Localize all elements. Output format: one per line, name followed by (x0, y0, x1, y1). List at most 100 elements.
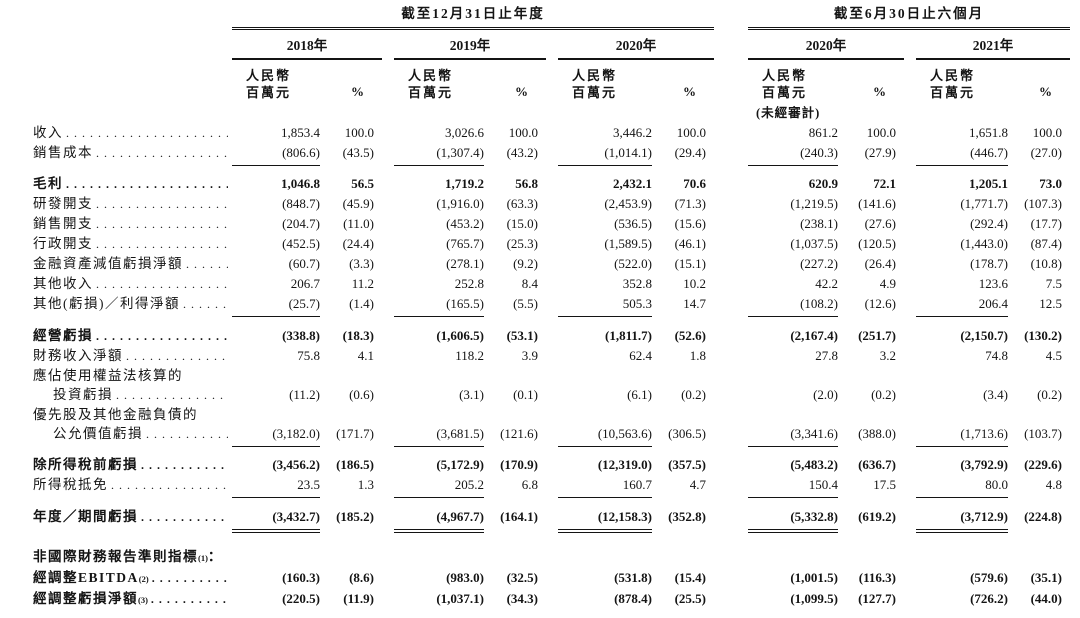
column-spacer (382, 568, 394, 589)
pct-value-cell: (9.2) (513, 256, 538, 271)
column-spacer (904, 589, 916, 610)
pct-value-cell: 100.0 (508, 125, 538, 140)
column-spacer (904, 234, 916, 254)
pct-value-cell: (3.3) (349, 256, 374, 271)
row-label: 研發開支 (0, 194, 232, 214)
pct-value-cell: (103.7) (1024, 426, 1063, 441)
amount-value-cell: 23.5 (232, 475, 320, 498)
column-spacer (904, 123, 916, 143)
row-label: 其他收入 (0, 274, 232, 294)
pct-value-cell: 3.2 (879, 348, 896, 363)
column-spacer (546, 294, 558, 317)
unaudited-note: (未經審計) (756, 106, 821, 120)
pct-value-cell (652, 531, 714, 568)
unit-pct-label: % (873, 84, 886, 99)
pct-value-cell: (5.5) (513, 296, 538, 311)
amount-value-cell (916, 366, 1008, 385)
row-label: 行政開支 (0, 234, 232, 254)
pct-value-cell (320, 531, 382, 568)
pct-value-cell: (15.1) (674, 256, 706, 271)
column-spacer (546, 143, 558, 166)
column-spacer (546, 254, 558, 274)
pct-value-cell: 4.9 (879, 276, 896, 291)
amount-value-cell: (1,037.1) (436, 591, 484, 606)
pct-value-cell (652, 405, 714, 424)
pct-value-cell (1008, 405, 1070, 424)
amount-value-cell: (10,563.6) (558, 424, 652, 447)
row-label: 經調整虧損淨額 (3) (0, 589, 232, 610)
pct-value-cell: (24.4) (342, 236, 374, 251)
amount-value-cell: (3,792.9) (960, 457, 1008, 472)
pct-value-cell: (229.6) (1024, 457, 1063, 472)
column-spacer (714, 194, 748, 214)
column-spacer (382, 166, 394, 195)
column-spacer (546, 214, 558, 234)
amount-value-cell: 1,205.1 (969, 176, 1008, 191)
column-spacer (382, 385, 394, 405)
column-spacer (904, 568, 916, 589)
amount-value-cell: (2.0) (813, 387, 838, 402)
table-row: 應佔使用權益法核算的 (0, 366, 1070, 385)
column-spacer (546, 234, 558, 254)
pct-value-cell: 7.5 (1045, 276, 1063, 291)
column-spacer (546, 568, 558, 589)
amount-value-cell: 1,719.2 (445, 176, 484, 191)
column-spacer (714, 317, 748, 347)
pct-value-cell: (43.5) (342, 145, 374, 160)
table-row: 其他收入 206.7 11.2 252.8 8.4 352.8 10.2 42.2 4.9 123… (0, 274, 1070, 294)
amount-value-cell: (3.1) (459, 387, 484, 402)
year-2019: 2019年 (394, 28, 546, 60)
amount-value-cell: 160.7 (558, 475, 652, 498)
amount-value-cell (558, 366, 652, 385)
amount-value-cell: (238.1) (800, 216, 838, 231)
column-spacer (546, 589, 558, 610)
dot-leader (96, 143, 228, 163)
amount-value-cell: (1,099.5) (790, 591, 838, 606)
unit-rmb-label: 人民幣 百萬元 (930, 68, 976, 100)
column-spacer (382, 424, 394, 447)
unit-rmb-label: 人民幣 百萬元 (246, 68, 292, 100)
amount-value-cell: (278.1) (446, 256, 484, 271)
pct-value-cell: (52.6) (674, 328, 706, 343)
pct-value-cell: (251.7) (858, 328, 896, 343)
amount-value-cell: (2,453.9) (604, 196, 652, 211)
pct-value-cell (320, 405, 382, 424)
column-spacer (546, 317, 558, 347)
amount-value-cell: (5,172.9) (436, 457, 484, 472)
amount-value-cell: 123.6 (978, 276, 1008, 291)
table-row: 金融資產減值虧損淨額 (60.7) (3.3) (278.1) (9.2) (522.0)… (0, 254, 1070, 274)
table-row: 經調整虧損淨額(3) (220.5) (11.9) (1,037.1) (34.3) (8… (0, 589, 1070, 610)
dot-leader (111, 475, 228, 495)
column-spacer (382, 274, 394, 294)
amount-value-cell: (1,219.5) (790, 196, 838, 211)
amount-value-cell: (453.2) (446, 216, 484, 231)
dot-leader (152, 568, 228, 588)
column-spacer (714, 568, 748, 589)
pct-value-cell: (186.5) (336, 457, 374, 472)
column-spacer (546, 405, 558, 424)
pct-value-cell: (15.4) (674, 570, 706, 585)
pct-value-cell: (10.8) (1030, 256, 1063, 271)
amount-value-cell: (765.7) (446, 236, 484, 251)
pct-value-cell: (352.8) (668, 509, 706, 524)
table-row: 公允價值虧損(3,182.0) (171.7) (3,681.5) (121.6) (1… (0, 424, 1070, 447)
pct-value-cell: (27.6) (864, 216, 896, 231)
row-label: 收入 (0, 123, 232, 143)
row-label: 公允價值虧損 (0, 424, 232, 447)
unit-pct-label: % (515, 84, 528, 99)
pct-value-cell (320, 366, 382, 385)
column-spacer (714, 143, 748, 166)
pct-value-cell: 73.0 (1039, 176, 1063, 191)
pct-value-cell: 100.0 (676, 125, 706, 140)
column-spacer (382, 317, 394, 347)
pct-value-cell: (171.7) (336, 426, 374, 441)
pct-value-cell (652, 366, 714, 385)
amount-value-cell: 505.3 (558, 294, 652, 317)
amount-value-cell: 206.4 (916, 294, 1008, 317)
column-spacer (904, 346, 916, 366)
column-spacer (714, 214, 748, 234)
table-row: 毛利 1,046.8 56.5 1,719.2 56.8 2,432.1 70.6 620.9… (0, 166, 1070, 195)
amount-value-cell: (1,589.5) (604, 236, 652, 251)
pct-value-cell: 56.8 (515, 176, 538, 191)
pct-value-cell: (224.8) (1024, 509, 1063, 524)
